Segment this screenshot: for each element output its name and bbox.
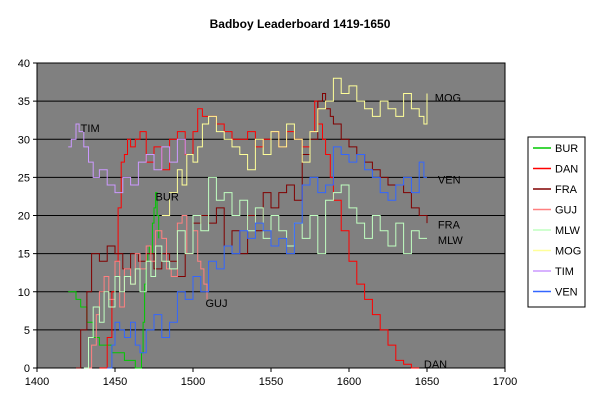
y-tick-label-40: 40 xyxy=(18,58,30,70)
annotation-mog: MOG xyxy=(435,92,461,104)
annotation-bur: BUR xyxy=(156,191,179,203)
x-tick-label-1450: 1450 xyxy=(103,376,127,388)
series-lines xyxy=(68,77,428,369)
axes: 1400 1450 1500 1550 1600 1650 1700 0 5 10 15 20 25 30… xyxy=(18,58,517,388)
x-tick-label-1650: 1650 xyxy=(415,376,439,388)
legend-label-mog: MOG xyxy=(555,246,581,258)
annotation-fra: FRA xyxy=(438,220,461,232)
y-tick-label-10: 10 xyxy=(18,287,30,299)
legend-label-fra: FRA xyxy=(555,184,578,196)
series-line-tim xyxy=(68,123,186,194)
x-tick-label-1550: 1550 xyxy=(259,376,283,388)
legend-label-guj: GUJ xyxy=(555,205,577,217)
x-tick-label-1600: 1600 xyxy=(337,376,361,388)
annotation-ven: VEN xyxy=(438,175,461,187)
legend-label-ven: VEN xyxy=(555,287,578,299)
x-tick-label-1500: 1500 xyxy=(181,376,205,388)
legend-label-tim: TIM xyxy=(555,266,574,278)
x-tick-label-1700: 1700 xyxy=(493,376,517,388)
annotation-guj: GUJ xyxy=(205,298,227,310)
y-tick-label-0: 0 xyxy=(24,363,30,375)
y-tick-label-30: 30 xyxy=(18,134,30,146)
legend: BUR DAN FRA GUJ MLW MOG TIM VEN xyxy=(527,136,586,308)
legend-box xyxy=(527,136,586,308)
legend-label-dan: DAN xyxy=(555,164,578,176)
y-tick-label-35: 35 xyxy=(18,96,30,108)
annotation-tim: TIM xyxy=(81,123,100,135)
series-line-mlw xyxy=(83,176,427,369)
series-line-ven xyxy=(107,146,427,369)
series-line-dan xyxy=(99,100,420,369)
y-tick-label-15: 15 xyxy=(18,249,30,261)
y-tick-label-25: 25 xyxy=(18,172,30,184)
y-tick-label-20: 20 xyxy=(18,211,30,223)
legend-label-bur: BUR xyxy=(555,143,578,155)
x-tick-label-1400: 1400 xyxy=(25,376,49,388)
series-line-mog xyxy=(161,77,428,216)
annotation-mlw: MLW xyxy=(438,235,463,247)
chart-title: Badboy Leaderboard 1419-1650 xyxy=(210,17,391,31)
legend-label-mlw: MLW xyxy=(555,225,580,237)
y-tick-label-5: 5 xyxy=(24,325,30,337)
annotations: TIM BUR GUJ MOG VEN FRA MLW DAN xyxy=(81,92,464,371)
annotation-dan: DAN xyxy=(424,359,447,371)
